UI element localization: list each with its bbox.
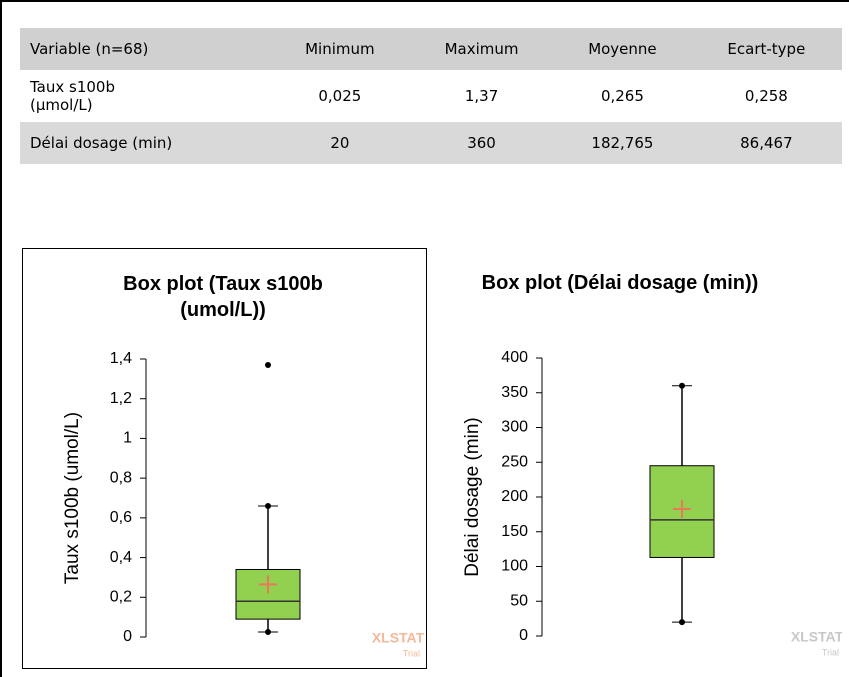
y-axis-label: Délai dosage (min) <box>462 417 483 576</box>
y-tick-label: 0,6 <box>110 509 132 526</box>
mean-marker <box>673 499 691 518</box>
y-tick-label: 0,4 <box>110 549 132 566</box>
box-plot-panel: Box plot (Délai dosage (min)) 0 50 100 150 2… <box>425 248 842 667</box>
y-tick-label: 100 <box>501 558 528 575</box>
box-plot-panel: Box plot (Taux s100b (umol/L)) 0 0,2 0,4 0,… <box>22 248 427 669</box>
chart-title: Box plot (Taux s100b (umol/L)) <box>123 273 323 321</box>
table-row: Variable (n=68) Minimum Maximum Moyenne Ecar… <box>20 28 842 70</box>
table-cell: Délai dosage (min) <box>20 122 271 164</box>
chart: 0 50 100 150 200 250 300 350 400 Délai dosage (mi… <box>462 349 842 657</box>
y-tick-label: 50 <box>510 592 528 609</box>
outlier <box>265 361 271 368</box>
y-tick-label: 250 <box>501 453 528 470</box>
table-cell: 20 <box>270 122 409 164</box>
y-tick-label: 1,4 <box>110 350 132 367</box>
table-cell: Minimum <box>270 28 409 70</box>
y-tick-label: 400 <box>501 349 528 366</box>
chart: 0 0,2 0,4 0,6 0,8 1 1,2 1,4 Taux s100b (umol/L) X… <box>62 350 425 658</box>
whisker-end <box>679 619 685 626</box>
watermark: XLSTAT <box>791 629 842 645</box>
y-tick-label: 150 <box>501 523 528 540</box>
watermark: XLSTAT <box>372 630 425 646</box>
table-cell: Maximum <box>409 28 555 70</box>
watermark-sub: Trial <box>822 647 839 657</box>
watermark-sub: Trial <box>403 648 420 658</box>
mean-marker <box>259 575 277 594</box>
y-tick-label: 0,2 <box>110 589 132 606</box>
y-tick-label: 0 <box>519 627 528 644</box>
y-tick-label: 0,8 <box>110 469 132 486</box>
table-cell: Taux s100b (µmol/L) <box>30 78 115 114</box>
table-cell: Moyenne <box>554 28 691 70</box>
table-cell: 0,258 <box>744 87 788 105</box>
stats-table: Variable (n=68) Minimum Maximum Moyenne Ecar… <box>20 28 842 164</box>
chart-title: Box plot (Délai dosage (min)) <box>481 272 759 294</box>
y-tick-label: 0 <box>123 628 132 645</box>
table-cell: 86,467 <box>690 122 842 164</box>
table-cell: 360 <box>409 122 555 164</box>
table-cell: 0,025 <box>318 87 362 105</box>
table-cell: Ecart-type <box>690 28 842 70</box>
y-tick-label: 300 <box>501 419 528 436</box>
table-cell: 182,765 <box>554 122 691 164</box>
table-cell: Variable (n=68) <box>20 28 271 70</box>
table-row: Taux s100b (µmol/L) 0,025 1,37 0,265 0,258 <box>20 70 842 122</box>
y-tick-label: 350 <box>501 384 528 401</box>
y-axis-label: Taux s100b (umol/L) <box>62 412 83 584</box>
whisker-end <box>265 502 271 509</box>
whisker-end <box>265 629 271 636</box>
table-row: Délai dosage (min) 20 360 182,765 86,467 <box>20 122 842 164</box>
whisker-end <box>679 382 685 389</box>
y-tick-label: 1,2 <box>110 390 132 407</box>
y-tick-label: 200 <box>501 488 528 505</box>
table-cell: 0,265 <box>600 87 644 105</box>
table-cell: 1,37 <box>464 87 499 105</box>
y-tick-label: 1 <box>123 430 132 447</box>
